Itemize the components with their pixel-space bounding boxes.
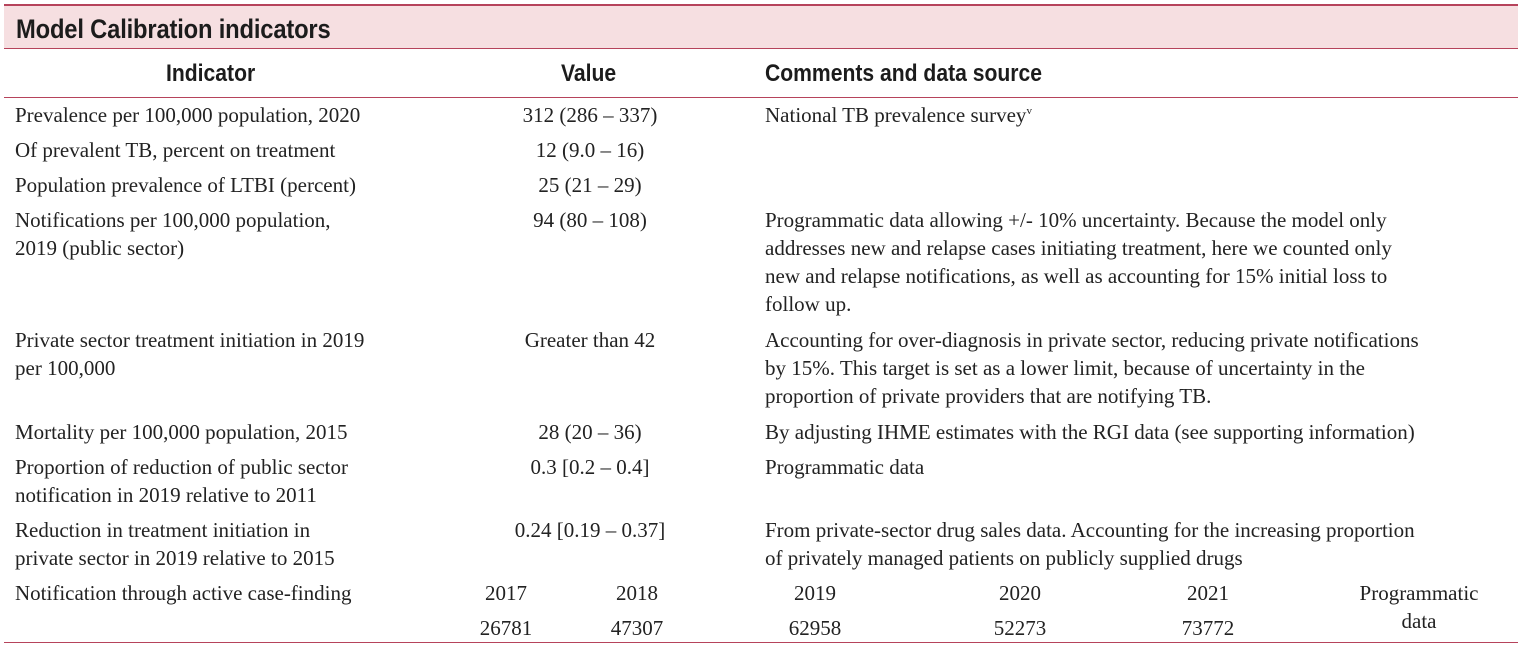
year-cell: 2018	[616, 581, 658, 605]
value-cell: 94 (80 – 108)	[533, 208, 647, 232]
count-cell: 62958	[788, 616, 842, 640]
year-cell: 2019	[794, 581, 836, 605]
comment-line: From private-sector drug sales data. Acc…	[765, 518, 1415, 542]
table-bottom-rule	[4, 642, 1518, 643]
year-cell: 2017	[485, 581, 527, 605]
comment-line: of privately managed patients on publicl…	[765, 546, 1243, 570]
comment-line: By adjusting IHME estimates with the RGI…	[765, 420, 1415, 444]
indicator-cell: Proportion of reduction of public sector	[15, 455, 349, 479]
source-cell: data	[1401, 609, 1437, 633]
indicator-cell: Mortality per 100,000 population, 2015	[15, 420, 348, 444]
indicator-cell: Notifications per 100,000 population,	[15, 208, 331, 232]
value-cell: 0.24 [0.19 – 0.37]	[514, 518, 666, 542]
indicator-cell: private sector in 2019 relative to 2015	[15, 546, 335, 570]
count-cell: 47307	[610, 616, 664, 640]
value-cell: 12 (9.0 – 16)	[535, 138, 645, 162]
comment-line: proportion of private providers that are…	[765, 384, 1212, 408]
indicator-cell: 2019 (public sector)	[15, 236, 185, 260]
value-cell: 312 (286 – 337)	[522, 103, 658, 127]
comment-line: Programmatic data	[765, 455, 925, 479]
footnote-marker: v	[1026, 105, 1032, 117]
indicator-cell: Prevalence per 100,000 population, 2020	[15, 103, 361, 127]
table-title: Model Calibration indicators	[16, 14, 331, 44]
year-cell: 2020	[999, 581, 1041, 605]
comment-line: addresses new and relapse cases initiati…	[765, 236, 1392, 260]
count-cell: 73772	[1181, 616, 1235, 640]
year-cell: 2021	[1187, 581, 1229, 605]
value-cell: 28 (20 – 36)	[538, 420, 642, 444]
header-indicator: Indicator	[166, 60, 256, 87]
count-cell: 52273	[993, 616, 1047, 640]
comment-line: Programmatic data allowing +/- 10% uncer…	[765, 208, 1387, 232]
comment-line: Accounting for over-diagnosis in private…	[765, 328, 1419, 352]
indicator-cell: Reduction in treatment initiation in	[15, 518, 311, 542]
indicator-cell: Of prevalent TB, percent on treatment	[15, 138, 336, 162]
header-comments: Comments and data source	[765, 60, 1042, 87]
source-cell: Programmatic	[1359, 581, 1479, 605]
comment-cell: National TB prevalence surveyv	[765, 101, 1032, 129]
comment-line: National TB prevalence survey	[765, 103, 1027, 127]
indicator-cell: Notification through active case-finding	[15, 581, 352, 605]
value-cell: 25 (21 – 29)	[538, 173, 642, 197]
indicator-cell: per 100,000	[15, 356, 116, 380]
header-divider	[4, 97, 1518, 98]
indicator-cell: notification in 2019 relative to 2011	[15, 483, 317, 507]
header-value: Value	[561, 60, 617, 87]
indicator-cell: Population prevalence of LTBI (percent)	[15, 173, 356, 197]
table-title-bar: Model Calibration indicators	[4, 4, 1518, 49]
comment-line: new and relapse notifications, as well a…	[765, 264, 1388, 288]
indicator-cell: Private sector treatment initiation in 2…	[15, 328, 365, 352]
value-cell: 0.3 [0.2 – 0.4]	[530, 455, 650, 479]
comment-line: follow up.	[765, 292, 852, 316]
value-cell: Greater than 42	[524, 328, 656, 352]
count-cell: 26781	[479, 616, 533, 640]
comment-line: by 15%. This target is set as a lower li…	[765, 356, 1365, 380]
